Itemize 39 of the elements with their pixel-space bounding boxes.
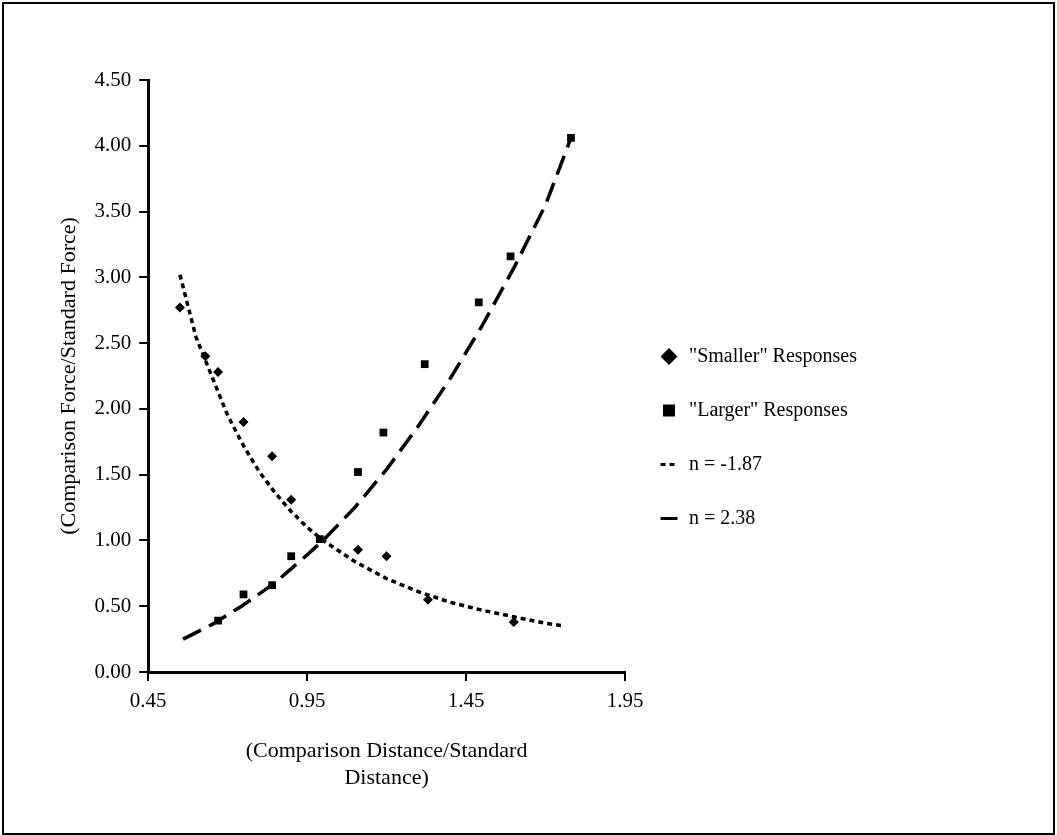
x-axis-title: (Comparison Distance/Standard Distance) <box>245 737 528 789</box>
legend-label: n = -1.87 <box>689 451 762 474</box>
point <box>352 544 363 555</box>
x-tick-label: 1.45 <box>447 688 485 713</box>
y-tick-label: 3.50 <box>94 198 132 223</box>
point <box>420 360 429 369</box>
y-tick-label: 2.50 <box>94 329 132 354</box>
x-tick-label: 0.95 <box>288 688 326 713</box>
point <box>174 302 185 313</box>
legend-label: "Smaller" Responses <box>689 343 858 367</box>
y-tick-label: 0.00 <box>94 658 132 683</box>
y-tick-label: 4.00 <box>94 132 132 157</box>
y-tick-label: 1.50 <box>94 461 132 486</box>
point <box>213 367 224 378</box>
y-tick-label: 0.50 <box>94 592 132 617</box>
point <box>200 351 211 362</box>
point <box>267 451 278 462</box>
x-tick-label: 1.95 <box>606 688 644 713</box>
point <box>238 417 249 428</box>
point <box>354 468 362 476</box>
point <box>506 252 515 261</box>
point <box>214 616 222 625</box>
legend-label: "Larger" Responses <box>689 397 848 421</box>
point <box>239 590 248 599</box>
point <box>567 134 575 142</box>
point <box>315 535 324 544</box>
point <box>381 551 392 562</box>
y-axis-title: (Comparison Force/Standard Force) <box>54 217 80 535</box>
y-tick-label: 3.00 <box>94 263 132 288</box>
x-tick-label: 0.45 <box>129 688 167 713</box>
y-tick-label: 1.00 <box>94 526 132 551</box>
point <box>268 581 277 590</box>
point <box>474 298 483 307</box>
point <box>286 494 297 505</box>
legend-label: n = 2.38 <box>689 505 756 528</box>
point <box>287 552 296 561</box>
y-tick-label: 4.50 <box>94 66 132 91</box>
y-tick-label: 2.00 <box>94 395 132 420</box>
point <box>508 617 519 628</box>
